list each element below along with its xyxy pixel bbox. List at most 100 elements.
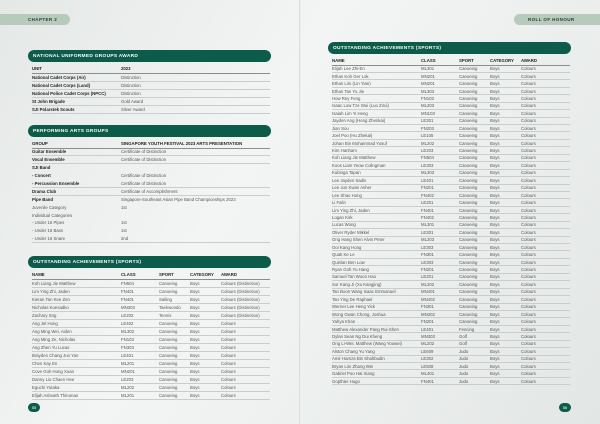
table-cell: - Under 16 Snare <box>32 234 121 244</box>
table-row: Tan Ying De Raphael MN402 Canoeing Boys Colo… <box>332 295 570 304</box>
table-cell: Boys <box>490 325 521 334</box>
table-cell: ML401 <box>421 369 459 378</box>
table-cell: Canoeing <box>159 343 190 352</box>
table-cell: Boys <box>490 198 521 207</box>
table-cell: Brayden Chang Jun Yan <box>32 351 121 360</box>
table-cell: MN402 <box>421 295 459 304</box>
table-cell: FN401 <box>421 206 459 215</box>
column-header: GROUP <box>32 140 121 149</box>
table-cell: Canoeing <box>459 273 490 282</box>
table-cell: Canoeing <box>459 228 490 237</box>
table-cell: Logan Kirk <box>332 213 421 222</box>
table-cell: Boys <box>490 72 521 81</box>
table-cell: Boys <box>490 332 521 341</box>
table-cell: Eguchi Yutaka <box>32 383 121 392</box>
table-cell: Colours <box>521 139 570 148</box>
table-cell: Colours <box>521 87 570 96</box>
table-cell: Canoeing <box>459 280 490 289</box>
column-header: UNIT <box>32 65 121 74</box>
table-cell: Colours <box>521 169 570 178</box>
table-cell: Judo <box>459 377 490 386</box>
table-cell: Colours <box>521 332 570 341</box>
table-cell: Judo <box>459 369 490 378</box>
table-row: Sor Kang Ji (Xu Kangjing) ML202 Canoeing Bo… <box>332 280 570 289</box>
table-cell: Colours <box>521 265 570 274</box>
table-row: Pipe Band Singapore-Southeast Asian Pipe … <box>32 195 270 203</box>
page-spine <box>299 0 301 424</box>
column-header: NAME <box>32 271 121 280</box>
table-cell: Colours <box>521 131 570 140</box>
table-cell: Johan Bin Mohammad Yusuf <box>332 139 421 148</box>
table-cell: Canoeing <box>459 258 490 267</box>
table-cell: Boys <box>490 213 521 222</box>
table-cell: Sor Kang Ji (Xu Kangjing) <box>332 280 421 289</box>
table-row: SJI Band <box>32 164 270 172</box>
section-heading: NATIONAL UNIFORMED GROUPS AWARD <box>28 50 271 62</box>
table-cell: Boys <box>490 169 521 178</box>
table-cell: Judo <box>459 347 490 356</box>
table-cell: Distinction <box>121 73 270 82</box>
table-cell: Canoeing <box>459 124 490 133</box>
table-cell: Colours <box>521 221 570 230</box>
table-cell: Canoeing <box>459 198 490 207</box>
table-cell: LE301 <box>421 117 459 126</box>
table-cell: Boys <box>490 109 521 118</box>
table-cell: Boys <box>490 265 521 274</box>
table-cell: Canoeing <box>459 206 490 215</box>
table-row: Elijah Lee Zhi-En ML301 Canoeing Boys Colour… <box>332 65 570 73</box>
table-cell: FN401 <box>121 287 159 296</box>
table-cell: Boys <box>490 102 521 111</box>
table-cell: Ooi Kang Hong <box>332 243 421 252</box>
table-cell: Drama Club <box>32 187 121 196</box>
table-row: Oliver Ryder Mikkel LE301 Canoeing Boys Colo… <box>332 228 570 237</box>
table-row: Lee Jun Kwan Asher FN201 Canoeing Boys Colou… <box>332 184 570 192</box>
table-cell: Boys <box>490 131 521 140</box>
table-cell: Kieran Tan Kee Zen <box>32 295 121 304</box>
table-cell: Colours <box>521 347 570 356</box>
table-cell: Colours <box>521 191 570 200</box>
table-cell: ML301 <box>421 221 459 230</box>
table-row: Brayden Chang Jun Yan LE401 Canoeing Boys Co… <box>32 351 270 360</box>
nuga-section: NATIONAL UNIFORMED GROUPS AWARD UNIT 2023… <box>28 50 271 114</box>
table-cell: LE303 <box>421 258 459 267</box>
table-cell: Gabriel Poo Hai Xiang <box>332 369 421 378</box>
table-cell: Quinlan Ben Low <box>332 258 421 267</box>
table-row: Quinlan Ben Low LE303 Canoeing Boys Colours <box>332 258 570 267</box>
table-cell: Tennis <box>159 311 190 320</box>
table-cell: FN201 <box>421 265 459 274</box>
table-cell: Tan Ying De Raphael <box>332 295 421 304</box>
table-cell: Judo <box>459 355 490 364</box>
table-cell: Boys <box>490 236 521 245</box>
table-cell: Boys <box>190 319 221 328</box>
table-cell: Colours <box>521 288 570 297</box>
table-cell: ML202 <box>421 139 459 148</box>
table-cell: Ryan Goh Yu Hang <box>332 265 421 274</box>
table-cell: FN301 <box>421 303 459 311</box>
table-header-row: UNIT 2023 <box>32 65 270 74</box>
table-cell: LE302 <box>421 355 459 364</box>
table-cell: Colours <box>521 355 570 364</box>
table-row: Tan Boon Wang Isaac Emmanuel MN401 Canoein… <box>332 288 570 297</box>
table-cell: Boys <box>490 303 521 311</box>
table-cell: Colours (Distinction) <box>221 295 270 304</box>
table-cell: Ang Ming Wei, Aiden <box>32 327 121 336</box>
table-cell: Colours <box>521 258 570 267</box>
table-cell: Bryan Lim Zhang Wei <box>332 362 421 371</box>
table-cell: Ethan Tan Yu Jie <box>332 87 421 96</box>
table-row: - Under 16 Bass 1st <box>32 227 270 235</box>
table-cell: Certificate of Distinction <box>121 179 270 188</box>
table-cell: Boys <box>490 94 521 103</box>
table-cell: Canoeing <box>459 169 490 178</box>
table-cell: Boys <box>490 124 521 133</box>
table-cell: Pipe Band <box>32 197 54 203</box>
table-cell: Colours <box>521 124 570 133</box>
section-heading: OUTSTANDING ACHIEVEMENTS (SPORTS) <box>28 256 271 268</box>
table-cell: Colours <box>521 109 570 118</box>
table-cell: ML302 <box>121 327 159 336</box>
table-cell: Certificate of Distinction <box>121 173 167 179</box>
table-cell: Canoeing <box>459 65 490 73</box>
table-cell: Lim Ying Zhi, Jaden <box>32 287 121 296</box>
table-cell: Colours <box>521 213 570 222</box>
table-cell: FN504 <box>421 154 459 163</box>
table-cell: LE203 <box>421 146 459 155</box>
